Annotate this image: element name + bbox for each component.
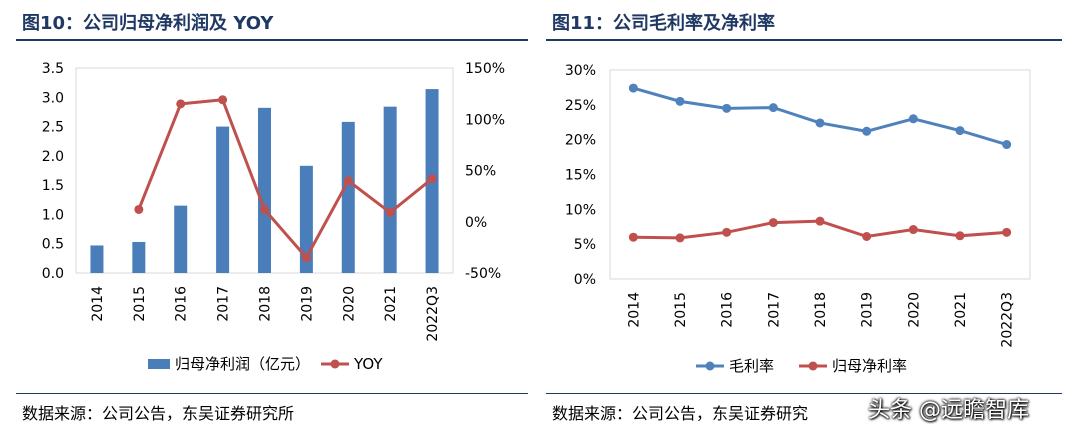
plot-area-frame [609,69,1031,280]
left-chart-title: 图10：公司归母净利润及 YOY [22,13,274,34]
y-left-tick-label: 2.0 [42,149,64,165]
x-tick-label: 2022Q3 [1000,292,1016,348]
y-right-tick-label: -50% [465,266,501,282]
y-left-tick-label: 1.0 [42,207,64,223]
left-title-rule [16,39,528,41]
right-source-note: 数据来源：公司公告，东吴证券研究 [552,404,809,423]
yoy-point [427,174,437,184]
legend-gross-swatch-marker [705,361,715,371]
gross-margin-point [722,103,732,113]
net-margin-point [722,227,732,237]
gross-margin-point [908,114,918,124]
x-tick-label: 2015 [132,286,148,322]
x-tick-label: 2020 [341,286,357,322]
net-margin-point [862,232,872,242]
net-margin-point [815,216,825,226]
profit-bar [383,106,397,274]
y-tick-label: 5% [574,237,596,253]
yoy-point [385,208,395,218]
x-tick-label: 2019 [299,286,315,322]
x-tick-label: 2018 [258,286,274,322]
right-title-rule [546,39,1062,41]
gross-margin-point [768,103,778,113]
net-margin-point [908,225,918,235]
profit-bar [90,245,104,273]
legend-gross-label: 毛利率 [729,357,774,375]
right-footer-rule [546,393,1062,394]
net-margin-point [768,218,778,228]
gross-margin-point [955,126,965,136]
gross-margin-point [862,126,872,136]
yoy-point [134,204,144,214]
profit-bar [216,126,230,273]
yoy-point [260,204,269,214]
left-footer-rule [16,393,528,394]
profit-bar [132,241,146,273]
y-right-tick-label: 100% [465,112,505,128]
profit-bar [174,205,188,273]
profit-bar [341,121,355,273]
x-tick-label: 2014 [626,292,642,328]
x-tick-label: 2022Q3 [425,286,441,342]
y-right-tick-label: 50% [465,164,496,180]
net-margin-point [1002,227,1012,237]
y-left-tick-label: 1.5 [42,178,64,194]
y-left-tick-label: 0.5 [42,237,64,253]
x-tick-label: 2017 [216,286,232,322]
y-tick-label: 0% [574,272,596,288]
legend-yoy-swatch-marker [330,359,340,369]
x-tick-label: 2021 [383,286,399,322]
legend-bar-swatch [148,359,170,369]
yoy-point [176,99,186,109]
legend-yoy-label: YOY [353,355,383,373]
yoy-point [301,253,311,263]
x-tick-label: 2019 [860,292,876,328]
gross-margin-point [675,96,685,106]
profit-yoy-chart: 0.0 0.5 1.0 1.5 2.0 2.5 3.0 3.5 -50% 0% 50% 100% 150… [42,61,505,373]
legend-net-label: 归母净利率 [832,357,907,375]
x-tick-label: 2016 [174,286,190,322]
x-tick-label: 2015 [673,292,689,328]
y-tick-label: 25% [565,98,596,114]
x-tick-label: 2018 [813,292,829,328]
y-tick-label: 10% [565,202,596,218]
net-margin-point [955,231,965,241]
y-tick-label: 30% [565,63,596,79]
gross-margin-point [815,118,825,128]
y-left-tick-label: 3.5 [42,61,64,77]
y-tick-label: 20% [565,133,596,149]
x-tick-label: 2017 [766,292,782,328]
x-tick-label: 2014 [90,286,106,322]
y-tick-label: 15% [565,168,596,184]
yoy-point [343,176,353,186]
x-tick-label: 2021 [953,292,969,328]
y-left-tick-label: 0.0 [42,266,64,282]
profit-bar [299,165,313,273]
x-tick-label: 2016 [720,292,736,328]
y-left-tick-label: 2.5 [42,120,64,136]
margin-chart: 0% 5% 10% 15% 20% 25% 30% 2014 2015 2016 2017 2018 2… [565,63,1031,375]
net-margin-point [628,232,638,242]
left-source-note: 数据来源：公司公告，东吴证券研究所 [22,404,295,423]
legend-net-swatch-marker [808,361,818,371]
gross-margin-point [628,83,638,93]
right-chart-title: 图11：公司毛利率及净利率 [552,13,776,34]
net-margin-point [675,233,685,243]
yoy-line [137,98,433,261]
y-left-tick-label: 3.0 [42,90,64,106]
gross-margin-line [632,86,1008,146]
legend-bar-label: 归母净利润（亿元） [175,355,310,373]
yoy-point [218,95,228,105]
watermark: 头条 @远瞻智库 [868,398,1029,423]
gross-margin-point [1002,140,1012,150]
y-right-tick-label: 150% [465,61,505,77]
y-right-tick-label: 0% [465,215,487,231]
profit-bar [258,107,271,273]
x-tick-label: 2020 [906,292,922,328]
